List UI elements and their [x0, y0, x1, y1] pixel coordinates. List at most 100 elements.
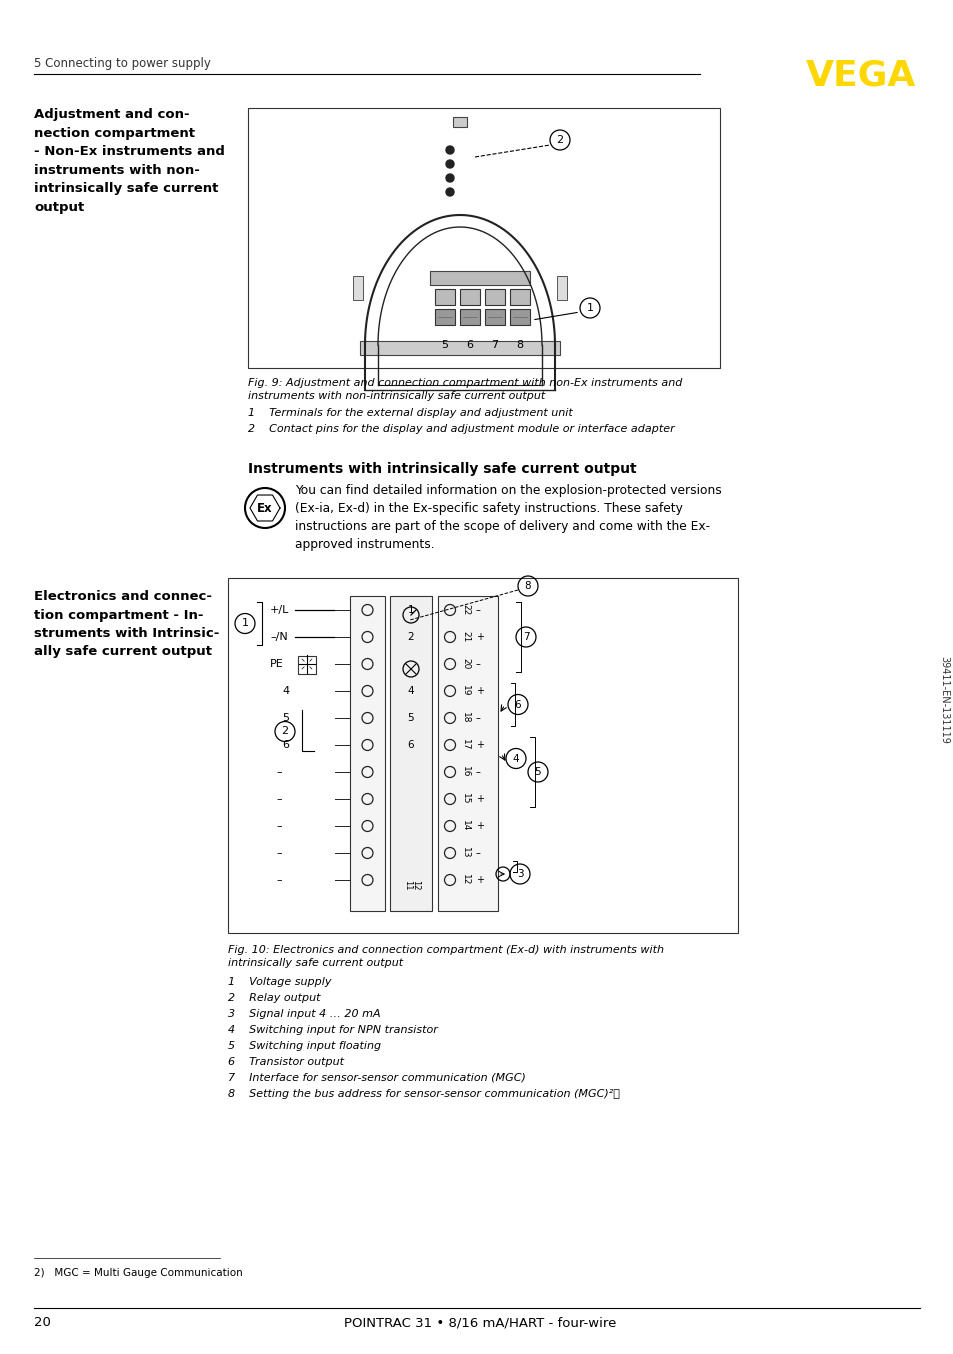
Text: 18: 18 [460, 712, 470, 724]
Text: 1: 1 [586, 303, 593, 313]
Text: Instruments with intrinsically safe current output: Instruments with intrinsically safe curr… [248, 462, 636, 477]
Text: 4: 4 [512, 753, 518, 764]
Text: 5 Connecting to power supply: 5 Connecting to power supply [34, 57, 211, 70]
Text: 21: 21 [460, 631, 470, 643]
Bar [359, 341, 559, 355]
Text: +: + [476, 741, 483, 750]
Text: 5    Switching input floating: 5 Switching input floating [228, 1041, 381, 1051]
Text: POINTRAC 31 • 8/16 mA/HART - four-wire: POINTRAC 31 • 8/16 mA/HART - four-wire [343, 1316, 616, 1330]
Text: Electronics and connec-
tion compartment - In-
struments with Intrinsic-
ally sa: Electronics and connec- tion compartment… [34, 590, 219, 658]
Text: –: – [476, 766, 480, 777]
Text: +: + [476, 632, 483, 642]
Text: 4: 4 [407, 686, 414, 696]
Text: 2: 2 [407, 632, 414, 642]
Text: 14: 14 [460, 821, 470, 831]
Text: –: – [275, 848, 281, 858]
Text: +: + [476, 686, 483, 696]
Text: 20: 20 [34, 1316, 51, 1330]
Text: –: – [275, 875, 281, 886]
Text: 5: 5 [282, 714, 289, 723]
Circle shape [446, 160, 454, 168]
Bar [453, 116, 467, 127]
Circle shape [446, 146, 454, 154]
Text: 7    Interface for sensor-sensor communication (MGC): 7 Interface for sensor-sensor communicat… [228, 1072, 525, 1083]
Text: Fig. 10: Electronics and connection compartment (Ex-d) with instruments with
int: Fig. 10: Electronics and connection comp… [228, 945, 663, 968]
Text: PE: PE [270, 659, 283, 669]
Text: +: + [476, 875, 483, 886]
Bar [484, 309, 504, 325]
Text: 4: 4 [282, 686, 289, 696]
Text: 2: 2 [556, 135, 563, 145]
Text: 15: 15 [460, 793, 470, 804]
Bar [557, 276, 566, 301]
Bar [353, 276, 363, 301]
Text: Adjustment and con-
nection compartment
- Non-Ex instruments and
instruments wit: Adjustment and con- nection compartment … [34, 108, 225, 214]
Text: 11: 11 [403, 880, 412, 890]
Text: 2    Contact pins for the display and adjustment module or interface adapter: 2 Contact pins for the display and adjus… [248, 424, 674, 435]
Bar [459, 288, 479, 305]
Text: 2    Relay output: 2 Relay output [228, 992, 320, 1003]
Text: 8    Setting the bus address for sensor-sensor communication (MGC)²⧩: 8 Setting the bus address for sensor-sen… [228, 1089, 619, 1099]
Text: –: – [476, 848, 480, 858]
Bar [248, 108, 720, 368]
Text: 39411-EN-131119: 39411-EN-131119 [938, 657, 948, 743]
Text: –: – [476, 714, 480, 723]
Text: 2)   MGC = Multi Gauge Communication: 2) MGC = Multi Gauge Communication [34, 1267, 242, 1278]
Text: VEGA: VEGA [804, 58, 915, 92]
Text: 12: 12 [411, 880, 420, 890]
Text: 8: 8 [524, 581, 531, 590]
Text: 22: 22 [460, 604, 470, 616]
Text: –/N: –/N [270, 632, 288, 642]
Bar [435, 288, 455, 305]
Bar [430, 271, 530, 284]
Text: 7: 7 [522, 632, 529, 642]
Bar [297, 655, 315, 674]
Text: 5: 5 [534, 766, 540, 777]
Text: 19: 19 [460, 685, 470, 697]
Text: –: – [275, 821, 281, 831]
Bar [437, 596, 497, 911]
Text: 1    Voltage supply: 1 Voltage supply [228, 978, 331, 987]
Text: 12: 12 [460, 875, 470, 886]
Bar [510, 309, 530, 325]
Text: +/L: +/L [270, 605, 289, 615]
Text: 6    Transistor output: 6 Transistor output [228, 1057, 344, 1067]
Circle shape [446, 188, 454, 196]
Text: 8: 8 [516, 340, 523, 349]
Text: Ex: Ex [257, 501, 273, 515]
Text: 6: 6 [282, 741, 289, 750]
Text: 3    Signal input 4 … 20 mA: 3 Signal input 4 … 20 mA [228, 1009, 380, 1020]
Text: You can find detailed information on the explosion-protected versions
(Ex-ia, Ex: You can find detailed information on the… [294, 483, 721, 551]
Text: 20: 20 [460, 658, 470, 670]
Bar [390, 596, 432, 911]
Text: 1: 1 [407, 605, 414, 615]
Text: 5: 5 [441, 340, 448, 349]
Text: 7: 7 [491, 340, 498, 349]
Bar [350, 596, 385, 911]
Text: 6: 6 [466, 340, 473, 349]
Text: –: – [476, 605, 480, 615]
Text: 16: 16 [460, 766, 470, 777]
Text: –: – [275, 766, 281, 777]
Text: 6: 6 [407, 741, 414, 750]
Text: Fig. 9: Adjustment and connection compartment with non-Ex instruments and
instru: Fig. 9: Adjustment and connection compar… [248, 378, 681, 401]
Text: 3: 3 [517, 869, 523, 879]
Text: 1: 1 [241, 619, 248, 628]
Bar [228, 578, 738, 933]
Text: –: – [476, 659, 480, 669]
Text: 2: 2 [281, 727, 288, 737]
Text: 6: 6 [515, 700, 520, 709]
Circle shape [446, 175, 454, 181]
Text: +: + [476, 793, 483, 804]
Bar [435, 309, 455, 325]
Text: 4    Switching input for NPN transistor: 4 Switching input for NPN transistor [228, 1025, 437, 1034]
Text: 17: 17 [460, 739, 470, 750]
Bar [459, 309, 479, 325]
Bar [484, 288, 504, 305]
Text: 1    Terminals for the external display and adjustment unit: 1 Terminals for the external display and… [248, 408, 572, 418]
Text: 5: 5 [407, 714, 414, 723]
Text: 13: 13 [460, 848, 470, 858]
Text: +: + [476, 821, 483, 831]
Text: –: – [275, 793, 281, 804]
Bar [510, 288, 530, 305]
